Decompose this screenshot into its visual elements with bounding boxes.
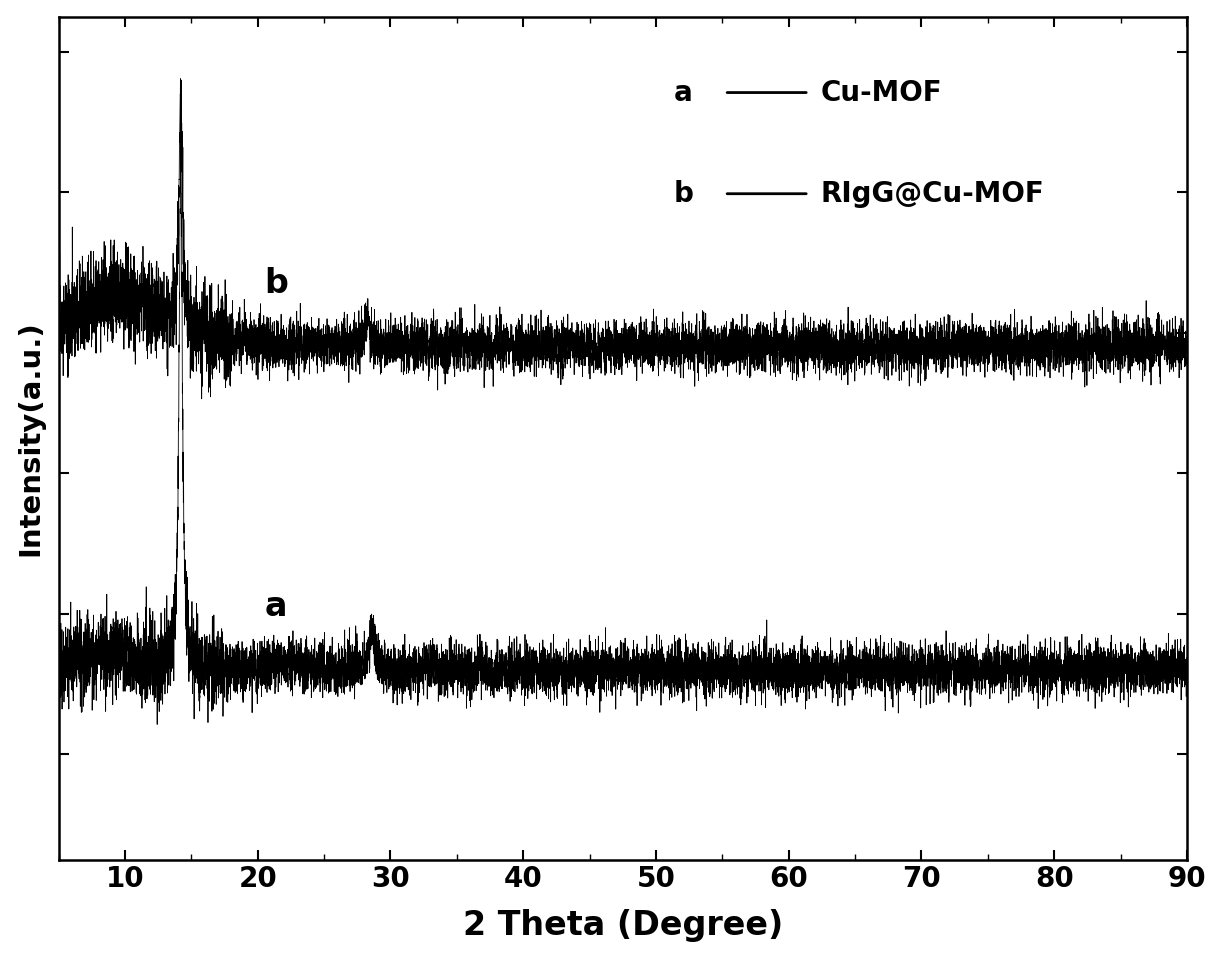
- Y-axis label: Intensity(a.u.): Intensity(a.u.): [17, 320, 45, 556]
- X-axis label: 2 Theta (Degree): 2 Theta (Degree): [462, 909, 783, 943]
- Text: Cu-MOF: Cu-MOF: [821, 79, 942, 106]
- Text: b: b: [264, 268, 289, 300]
- Text: a: a: [264, 591, 287, 623]
- Text: RIgG@Cu-MOF: RIgG@Cu-MOF: [821, 179, 1044, 208]
- Text: b: b: [674, 179, 693, 208]
- Text: a: a: [674, 79, 692, 106]
